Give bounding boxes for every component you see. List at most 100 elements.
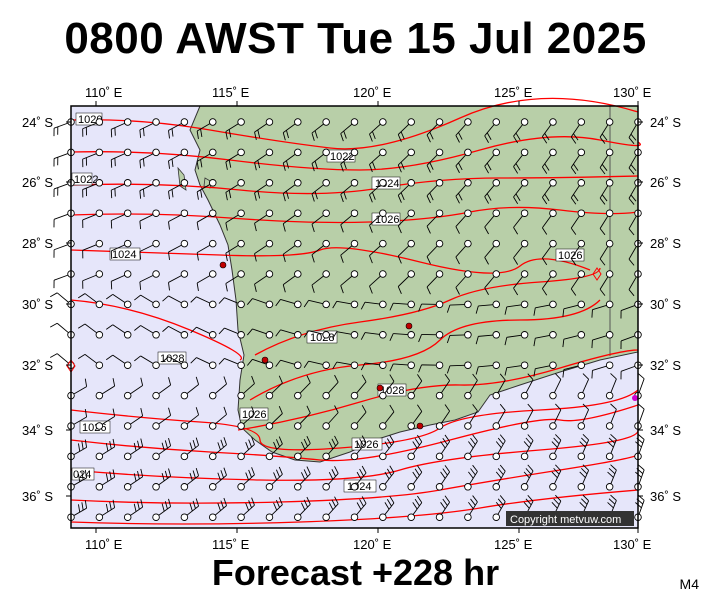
wind-barb [180, 407, 200, 430]
wind-barb [426, 239, 444, 264]
lat-label: 34˚ S [22, 423, 53, 438]
isobar-label: 1026 [79, 420, 111, 434]
wind-barb [110, 148, 132, 168]
wind-barb [513, 239, 529, 265]
lon-label: 130˚ E [613, 537, 652, 550]
wind-barb [464, 373, 478, 400]
wind-barb [513, 270, 529, 296]
wind-barb [397, 179, 415, 203]
wind-barb [513, 179, 529, 205]
wind-barb [77, 353, 104, 369]
wind-barb [282, 118, 302, 141]
wind-barb [464, 434, 478, 461]
wind-barb [455, 148, 472, 174]
wind-barb [397, 270, 415, 295]
wind-barb [464, 464, 478, 491]
wind-barb [110, 270, 132, 290]
lon-label: 125˚ E [494, 85, 533, 100]
wind-barb [123, 468, 144, 491]
wind-barb [475, 331, 501, 345]
wind-barb [541, 239, 557, 266]
wind-barb [484, 209, 501, 235]
wind-barb [426, 209, 444, 234]
wind-barb [105, 324, 132, 339]
wind-barb [123, 438, 144, 461]
wind-barb [208, 437, 227, 461]
wind-barb [369, 118, 387, 142]
wind-barb [484, 118, 501, 143]
wind-barb [350, 496, 367, 521]
wind-barb [303, 299, 330, 309]
wind-barb [446, 300, 472, 313]
wind-barb [418, 300, 444, 312]
wind-barb [599, 270, 614, 296]
lat-label: 30˚ S [22, 297, 53, 312]
wind-barb [599, 118, 614, 144]
wind-barb [168, 239, 189, 261]
wind-barb [492, 434, 506, 461]
wind-barb [282, 209, 302, 232]
lat-labels-left: 24˚ S 26˚ S 28˚ S 30˚ S 32˚ S 34˚ S 36˚ … [22, 115, 53, 504]
wind-barb [265, 497, 283, 521]
wind-barb [110, 118, 132, 138]
lat-label: 36˚ S [650, 489, 681, 504]
wind-barb [570, 270, 586, 296]
wind-barb [350, 435, 367, 461]
wind-barb [591, 361, 614, 379]
wind-barb [265, 405, 283, 430]
lon-label: 120˚ E [353, 85, 392, 100]
wind-barb [196, 239, 217, 261]
wind-barb [168, 270, 189, 291]
wind-barb [591, 300, 614, 318]
lon-label: 110˚ E [85, 85, 123, 100]
wind-barb [570, 179, 586, 205]
wind-barb [196, 148, 217, 170]
wind-barb [577, 403, 590, 430]
wind-barb [379, 435, 395, 461]
wind-barb [475, 361, 501, 375]
svg-text:1022: 1022 [74, 174, 98, 186]
wind-barb [237, 467, 255, 491]
wind-barb [110, 179, 132, 199]
wind-barb [294, 466, 311, 491]
wind-barb [134, 294, 160, 309]
wind-barb [134, 325, 160, 339]
lon-label: 130˚ E [613, 85, 652, 100]
wind-barb [311, 148, 330, 172]
wind-barb [407, 465, 423, 491]
wind-barb [513, 209, 529, 235]
wind-barb [152, 377, 172, 400]
lat-label: 32˚ S [22, 358, 53, 373]
wind-barb [418, 361, 444, 373]
lon-label: 115˚ E [212, 85, 250, 100]
wind-barb [562, 331, 586, 348]
wind-barb [435, 465, 450, 491]
wind-barb [397, 239, 415, 264]
wind-barb [254, 239, 274, 262]
wind-barb [599, 239, 614, 266]
wind-barb [435, 434, 450, 461]
lat-label: 26˚ S [650, 175, 681, 190]
wind-barb [520, 403, 534, 430]
wind-barb [237, 375, 255, 400]
lon-label: 110˚ E [85, 537, 123, 550]
wind-barb [599, 148, 614, 175]
wind-barb [105, 354, 132, 369]
wind-barb [426, 148, 444, 173]
wind-barb [322, 496, 339, 521]
wind-barb [152, 468, 172, 491]
wind-barb [246, 358, 274, 369]
wind-barb [265, 436, 283, 461]
wind-barb [50, 322, 75, 339]
wind-barb [455, 239, 472, 265]
wind-barb [492, 373, 506, 400]
wind-barb [605, 464, 617, 491]
wind-barb [360, 300, 387, 310]
wind-barb [570, 148, 586, 175]
wind-barb [139, 148, 160, 169]
wind-barb [599, 209, 614, 236]
wind-barb [311, 118, 330, 141]
wind-barb [464, 495, 478, 521]
wind-barb [282, 270, 302, 293]
wind-barb [455, 270, 472, 295]
